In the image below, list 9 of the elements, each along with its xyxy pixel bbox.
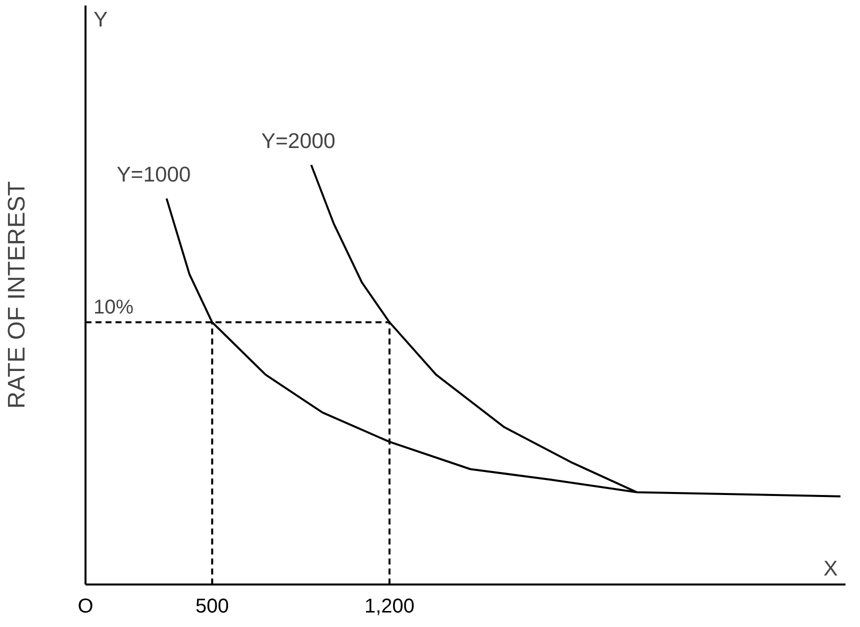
x-tick-label: 500 [195, 596, 229, 618]
series-label: Y=2000 [261, 128, 336, 153]
text: Y [94, 8, 108, 32]
series-label: Y=1000 [116, 162, 191, 186]
annotation: 10% [94, 296, 134, 318]
x-tick-label: O [78, 596, 94, 618]
y-axis-title: RATE OF INTEREST [4, 180, 30, 409]
x-axis-title: X [824, 556, 838, 580]
x-tick-label: 1,200 [364, 596, 415, 618]
